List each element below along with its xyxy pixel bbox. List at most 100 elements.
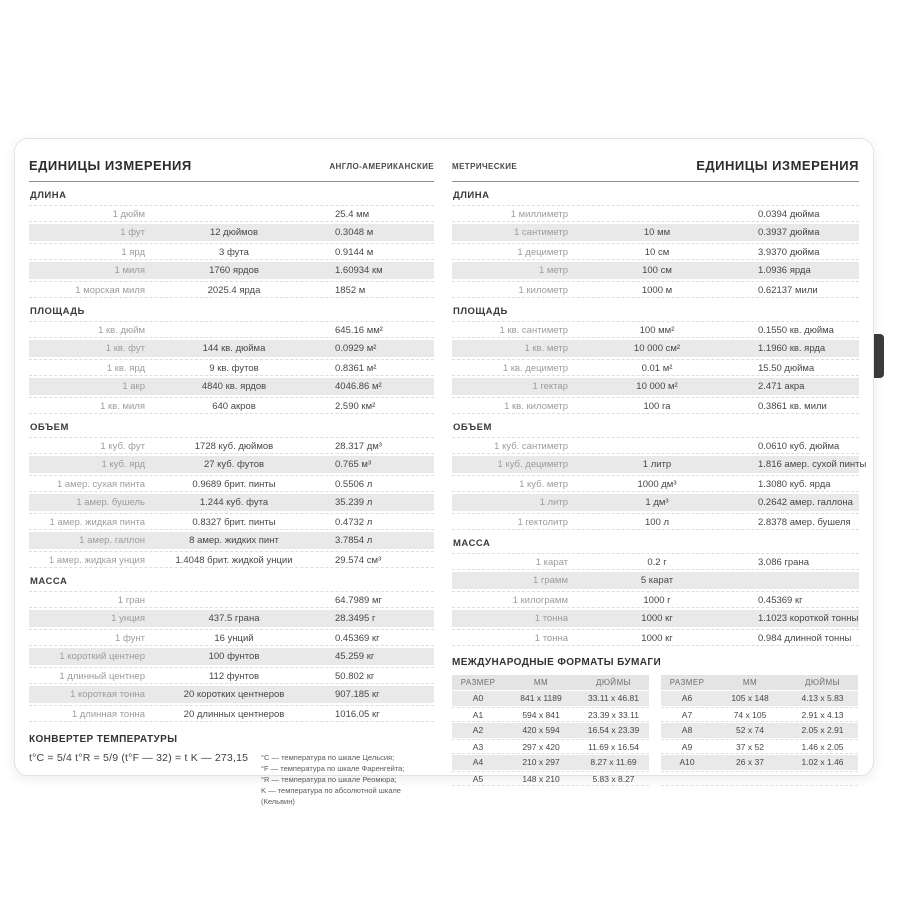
paper-table-cell: A10 bbox=[679, 757, 695, 767]
paper-table-row: A4 210 x 297 8.27 x 11.69 bbox=[452, 755, 649, 770]
table-row: 1 кв. сантиметр 100 мм² 0.1550 кв. дюйма bbox=[452, 321, 859, 338]
table-cell: 1 гектолитр bbox=[517, 517, 568, 528]
table-cell: 4840 кв. ярдов bbox=[201, 381, 267, 392]
paper-table-cell: A3 bbox=[472, 742, 484, 752]
paper-table-cell: 11.69 x 16.54 bbox=[588, 742, 639, 752]
table-cell: 0.8361 м² bbox=[335, 363, 377, 374]
paper-table-cell: 37 x 52 bbox=[736, 742, 764, 752]
temperature-note-line: °R — температура по шкале Реомюра; bbox=[261, 775, 397, 784]
table-cell: 10 000 м² bbox=[636, 381, 678, 392]
table-cell: 1 куб. дециметр bbox=[497, 459, 568, 470]
section-label: ДЛИНА bbox=[30, 190, 67, 201]
table-cell: 1 кв. ярд bbox=[106, 363, 145, 374]
table-row: 1 дециметр 10 см 3.9370 дюйма bbox=[452, 243, 859, 260]
paper-table-row: A5 148 x 210 5.83 x 8.27 bbox=[452, 771, 649, 786]
table-cell: 29.574 см³ bbox=[335, 555, 382, 566]
table-cell: 0.0394 дюйма bbox=[758, 209, 820, 220]
paper-table-cell: 4.13 x 5.83 bbox=[801, 693, 844, 703]
table-cell: 1 куб. метр bbox=[519, 479, 568, 490]
units-reference-page: ЕДИНИЦЫ ИЗМЕРЕНИЯ АНГЛО-АМЕРИКАНСКИЕ ДЛИ… bbox=[14, 138, 874, 806]
paper-header-size: РАЗМЕР bbox=[460, 678, 496, 687]
table-cell: 1000 кг bbox=[641, 613, 673, 624]
table-row: 1 куб. ярд 27 куб. футов 0.765 м³ bbox=[29, 456, 434, 473]
table-cell: 1 кв. дюйм bbox=[98, 325, 145, 336]
table-row: 1 литр 1 дм³ 0.2642 амер. галлона bbox=[452, 494, 859, 511]
table-row: 1 гектар 10 000 м² 2.471 акра bbox=[452, 378, 859, 395]
paper-table-a0-a5: РАЗМЕР ММ ДЮЙМЫ A0 841 x 1189 33.11 x 46.8… bbox=[452, 675, 649, 787]
table-cell bbox=[578, 438, 736, 455]
section-rows: 1 миллиметр 0.0394 дюйма 1 сантиметр 10 мм 0… bbox=[452, 205, 859, 298]
table-cell: 0.45369 кг bbox=[335, 633, 380, 644]
section-rows: 1 куб. фут 1728 куб. дюймов 28.317 дм³ 1 ку… bbox=[29, 437, 434, 568]
paper-table-cell: A2 bbox=[472, 725, 484, 735]
table-cell bbox=[736, 572, 859, 589]
table-cell: 1016.05 кг bbox=[335, 709, 380, 720]
paper-table-cell: 105 x 148 bbox=[731, 693, 769, 703]
table-cell: 10 см bbox=[644, 247, 670, 258]
paper-table-cell: 594 x 841 bbox=[522, 710, 560, 720]
table-cell: 1.4048 брит. жидкой унции bbox=[175, 555, 293, 566]
table-cell: 1.3080 куб. ярда bbox=[758, 479, 831, 490]
table-cell: 0.765 м³ bbox=[335, 459, 372, 470]
table-row: 1 гектолитр 100 л 2.8378 амер. бушеля bbox=[452, 513, 859, 530]
section-rows: 1 дюйм 25.4 мм 1 фут 12 дюймов 0.3048 м 1 ярд… bbox=[29, 205, 434, 298]
table-cell: 10 000 см² bbox=[633, 343, 681, 354]
table-cell: 3.7854 л bbox=[335, 535, 373, 546]
table-cell: 1 метр bbox=[538, 265, 568, 276]
right-column-header: МЕТРИЧЕСКИЕ ЕДИНИЦЫ ИЗМЕРЕНИЯ bbox=[452, 151, 859, 182]
table-cell: 1 короткий центнер bbox=[59, 651, 145, 662]
table-row: 1 куб. сантиметр 0.0610 куб. дюйма bbox=[452, 437, 859, 454]
section-rows: 1 гран 64.7989 мг 1 унция 437.5 грана 28.349… bbox=[29, 591, 434, 722]
table-cell: 1 длинная тонна bbox=[71, 709, 145, 720]
table-row: 1 фут 12 дюймов 0.3048 м bbox=[29, 224, 434, 241]
table-cell: 1 амер. жидкая пинта bbox=[49, 517, 145, 528]
paper-formats-tables: РАЗМЕР ММ ДЮЙМЫ A0 841 x 1189 33.11 x 46.8… bbox=[452, 675, 859, 787]
table-cell: 9 кв. футов bbox=[209, 363, 259, 374]
table-cell: 1 кв. метр bbox=[524, 343, 568, 354]
table-row: 1 кв. ярд 9 кв. футов 0.8361 м² bbox=[29, 359, 434, 376]
paper-table-row: A2 420 x 594 16.54 x 23.39 bbox=[452, 723, 649, 738]
table-cell: 1.244 куб. фута bbox=[199, 497, 269, 508]
paper-table-row: A7 74 x 105 2.91 x 4.13 bbox=[661, 707, 858, 722]
column-subtitle-anglo-american: АНГЛО-АМЕРИКАНСКИЕ bbox=[329, 162, 434, 171]
units-section: МАССА 1 карат 0.2 г 3.086 грана 1 грамм 5 кар… bbox=[452, 538, 859, 646]
paper-table-row bbox=[661, 771, 858, 786]
temperature-converter: КОНВЕРТЕР ТЕМПЕРАТУРЫ t°C = 5/4 t°R = 5/… bbox=[29, 734, 434, 807]
paper-table-cell: 210 x 297 bbox=[522, 757, 560, 767]
temperature-converter-body: t°C = 5/4 t°R = 5/9 (t°F — 32) = t K — 2… bbox=[29, 752, 434, 807]
paper-formats-section: МЕЖДУНАРОДНЫЕ ФОРМАТЫ БУМАГИ РАЗМЕР ММ Д… bbox=[452, 657, 859, 787]
paper-table-cell: A4 bbox=[472, 757, 484, 767]
table-cell: 1 фут bbox=[120, 227, 145, 238]
table-cell: 100 га bbox=[643, 401, 671, 412]
table-cell: 1 грамм bbox=[532, 575, 568, 586]
table-cell: 1 гран bbox=[117, 595, 145, 606]
paper-table-cell bbox=[661, 772, 713, 785]
paper-table-cell: 2.91 x 4.13 bbox=[801, 710, 844, 720]
table-row: 1 короткая тонна 20 коротких центнеров 907… bbox=[29, 686, 434, 703]
paper-table-cell: 297 x 420 bbox=[522, 742, 560, 752]
section-label: МАССА bbox=[453, 538, 491, 549]
section-label: ПЛОЩАДЬ bbox=[453, 306, 508, 317]
table-cell: 12 дюймов bbox=[209, 227, 259, 238]
table-cell: 0.45369 кг bbox=[758, 595, 803, 606]
paper-table-cell bbox=[787, 772, 858, 785]
paper-table-row: A1 594 x 841 23.39 x 33.11 bbox=[452, 707, 649, 722]
temperature-converter-title: КОНВЕРТЕР ТЕМПЕРАТУРЫ bbox=[29, 734, 178, 745]
table-cell: 1 километр bbox=[518, 285, 568, 296]
table-cell: 1 дм³ bbox=[645, 497, 669, 508]
right-sections: ДЛИНА 1 миллиметр 0.0394 дюйма 1 сантиметр 1… bbox=[452, 182, 866, 648]
section-rows: 1 кв. дюйм 645.16 мм² 1 кв. фут 144 кв. дюй… bbox=[29, 321, 434, 414]
table-cell: 1 длинный центнер bbox=[59, 671, 145, 682]
table-row: 1 куб. фут 1728 куб. дюймов 28.317 дм³ bbox=[29, 437, 434, 454]
column-subtitle-metric: МЕТРИЧЕСКИЕ bbox=[452, 162, 518, 171]
table-cell: 0.9144 м bbox=[335, 247, 374, 258]
table-cell: 1 тонна bbox=[534, 633, 568, 644]
table-cell: 25.4 мм bbox=[335, 209, 370, 220]
table-cell: 1 гектар bbox=[532, 381, 568, 392]
table-cell: 0.1550 кв. дюйма bbox=[758, 325, 834, 336]
table-row: 1 миллиметр 0.0394 дюйма bbox=[452, 205, 859, 222]
table-cell: 1000 г bbox=[643, 595, 671, 606]
table-cell: 1000 кг bbox=[641, 633, 673, 644]
paper-table-cell: 74 x 105 bbox=[733, 710, 767, 720]
table-cell: 1 куб. сантиметр bbox=[494, 441, 568, 452]
